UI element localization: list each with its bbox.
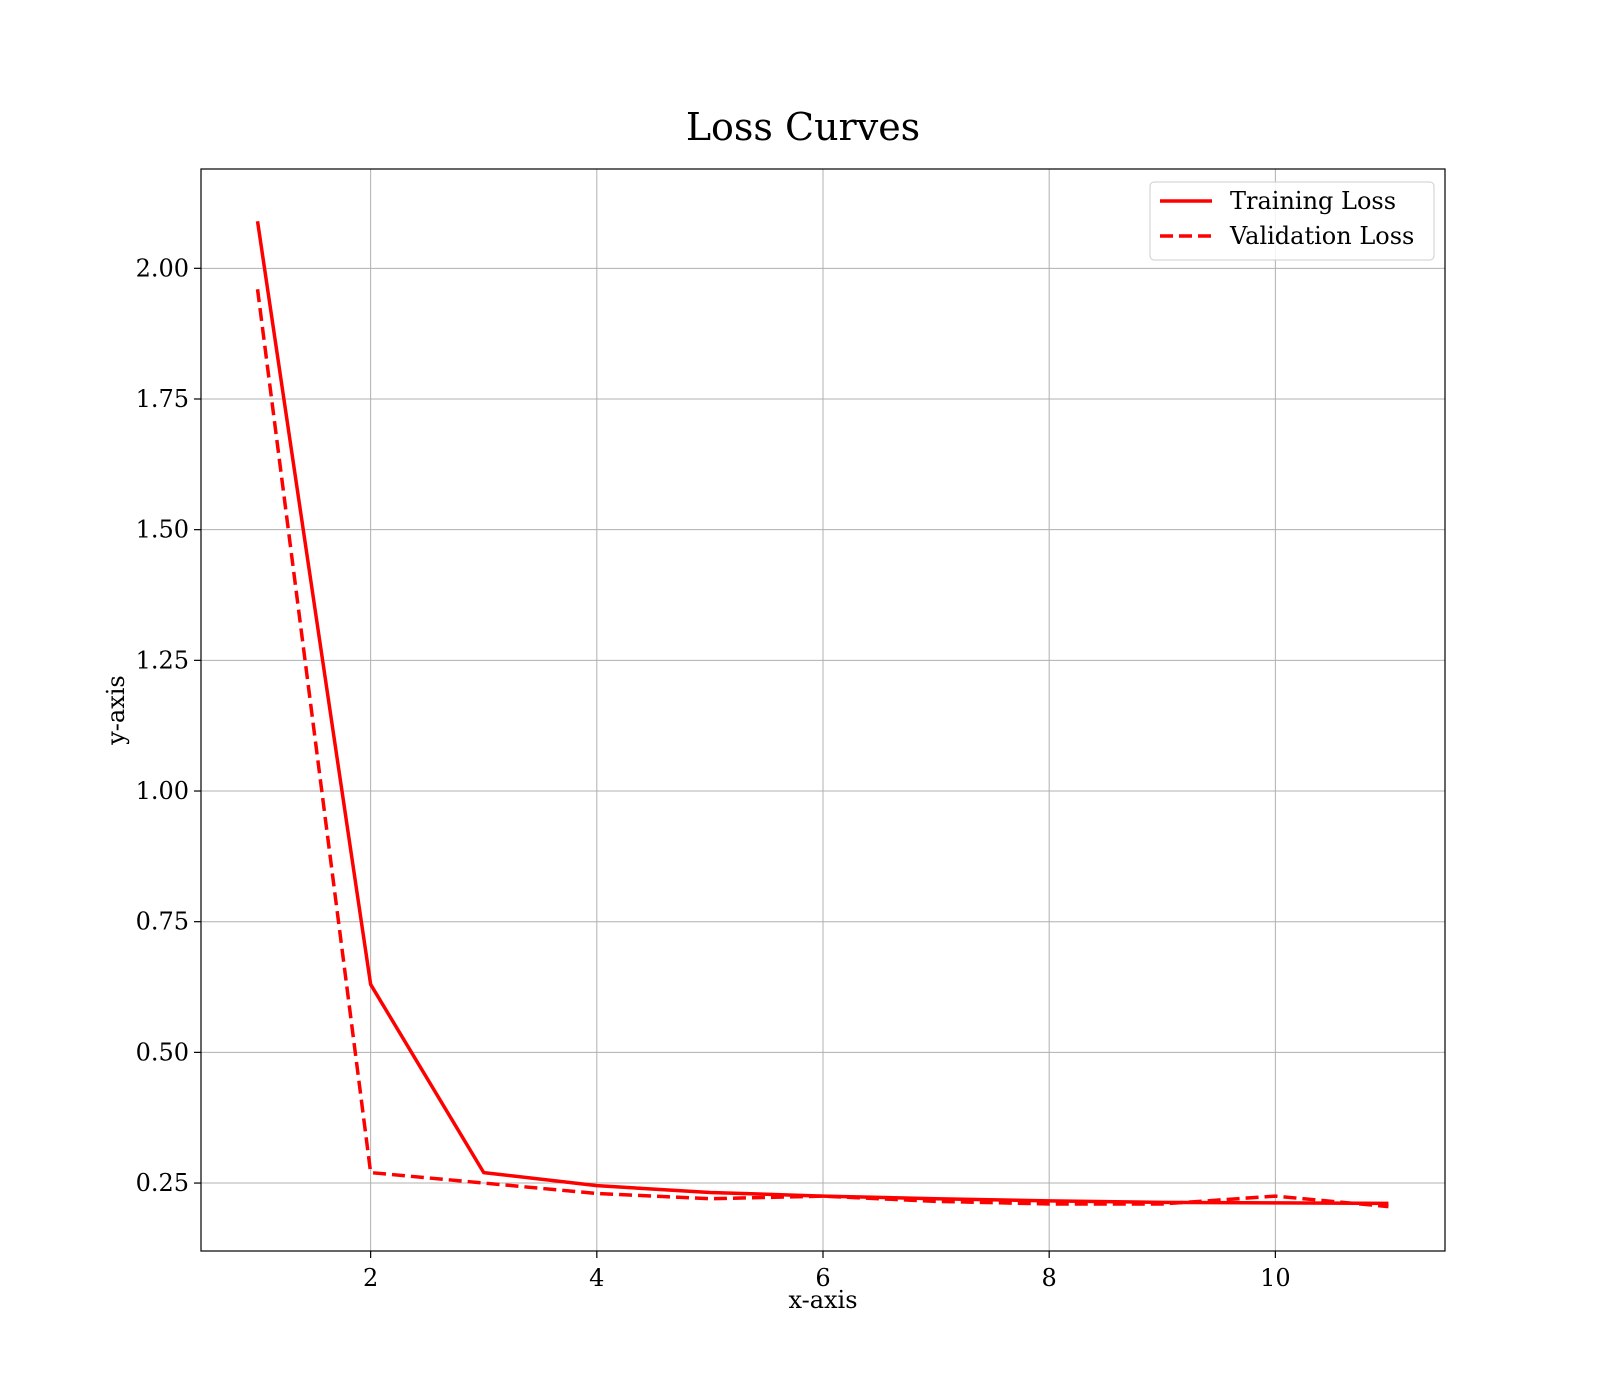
x-tick-label: 10: [1260, 1264, 1291, 1292]
x-tick-label: 8: [1042, 1264, 1057, 1292]
y-tick-label: 1.00: [136, 777, 189, 805]
x-axis-label: x-axis: [788, 1286, 857, 1314]
legend-label: Training Loss: [1230, 187, 1396, 215]
axis-ticks: 2 4 6 8 10 0.25 0.50 0.75 1.00 1.25 1.50 1.75 2.00: [136, 254, 1291, 1292]
y-tick-label: 0.75: [136, 908, 189, 936]
x-tick-label: 6: [815, 1264, 830, 1292]
series-line-validation-loss: [255, 289, 1389, 1209]
chart-title: Loss Curves: [686, 105, 920, 149]
legend-box: [1149, 181, 1435, 261]
y-tick-label: 2.00: [136, 254, 189, 282]
y-axis-label: y-axis: [102, 675, 130, 746]
y-tick-label: 1.75: [136, 385, 189, 413]
y-tick-label: 0.50: [136, 1038, 189, 1066]
x-tick-label: 4: [589, 1264, 604, 1292]
x-tick-label: 2: [363, 1264, 378, 1292]
y-tick-label: 0.25: [136, 1169, 189, 1197]
y-tick-label: 1.25: [136, 646, 189, 674]
legend: Training Loss Validation Loss: [1149, 181, 1435, 261]
series-lines: [255, 221, 1389, 1209]
y-tick-label: 1.50: [136, 516, 189, 544]
legend-label: Validation Loss: [1229, 222, 1414, 250]
grid-lines: [201, 169, 1445, 1251]
